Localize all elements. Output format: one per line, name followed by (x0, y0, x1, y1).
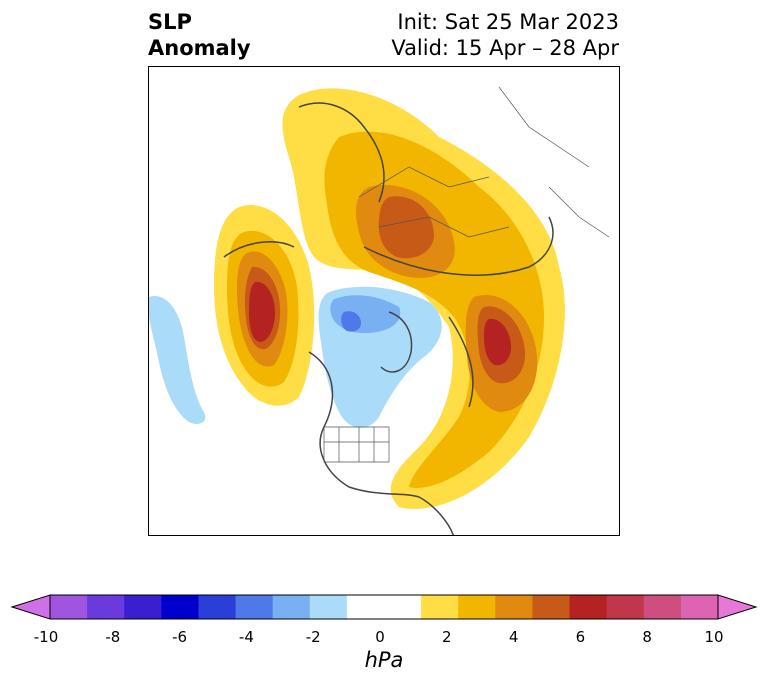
positive-anomaly-pacific (214, 205, 315, 406)
colorbar-tick-label: -4 (238, 628, 254, 646)
colorbar-tick-label: 8 (642, 628, 652, 646)
colorbar-segment (198, 595, 237, 619)
title-line-2: Anomaly (148, 36, 251, 60)
colorbar-segment (421, 595, 459, 619)
colorbar-segment (161, 595, 199, 619)
colorbar-segment (495, 595, 533, 619)
colorbar-tick-label: -2 (305, 628, 321, 646)
colorbar-segment (124, 595, 162, 619)
map-svg (149, 86, 610, 535)
negative-anomaly-arctic (149, 286, 442, 428)
colorbar-segment (458, 595, 496, 619)
colorbar-arrow-right (717, 594, 758, 620)
colorbar-segment (532, 595, 571, 619)
colorbar-tick-label: 4 (508, 628, 519, 646)
colorbar-segment (643, 595, 682, 619)
colorbar (10, 594, 758, 620)
title-line-1: SLP (148, 10, 192, 34)
colorbar-tick-label: 0 (375, 628, 385, 646)
colorbar-tick-label: 10 (704, 628, 724, 646)
colorbar-border (49, 594, 719, 620)
colorbar-tick-label: -6 (172, 628, 188, 646)
positive-anomaly-eurasia (282, 88, 565, 509)
colorbar-segment (235, 595, 274, 619)
colorbar-segment (346, 595, 385, 619)
anomaly-map (148, 66, 620, 536)
init-date: Init: Sat 25 Mar 2023 (397, 10, 619, 34)
colorbar-segment (384, 595, 422, 619)
colorbar-segment (680, 595, 719, 619)
colorbar-arrow-left (10, 594, 51, 620)
colorbar-segment (569, 595, 608, 619)
colorbar-tick-label: 6 (575, 628, 586, 646)
map-title: SLP Anomaly (148, 9, 251, 61)
colorbar-tick-label: 2 (442, 628, 452, 646)
colorbar-segment (50, 595, 88, 619)
valid-range: Valid: 15 Apr – 28 Apr (391, 36, 619, 60)
colorbar-tick-label: -8 (105, 628, 121, 646)
country-borders (323, 86, 610, 463)
colorbar-segment (87, 595, 125, 619)
colorbar-unit: hPa (364, 648, 404, 672)
coastlines (223, 102, 554, 535)
colorbar-tick-label: -10 (33, 628, 59, 646)
colorbar-segment (309, 595, 348, 619)
colorbar-segment (606, 595, 645, 619)
colorbar-segment (272, 595, 311, 619)
date-info: Init: Sat 25 Mar 2023 Valid: 15 Apr – 28… (391, 9, 619, 61)
